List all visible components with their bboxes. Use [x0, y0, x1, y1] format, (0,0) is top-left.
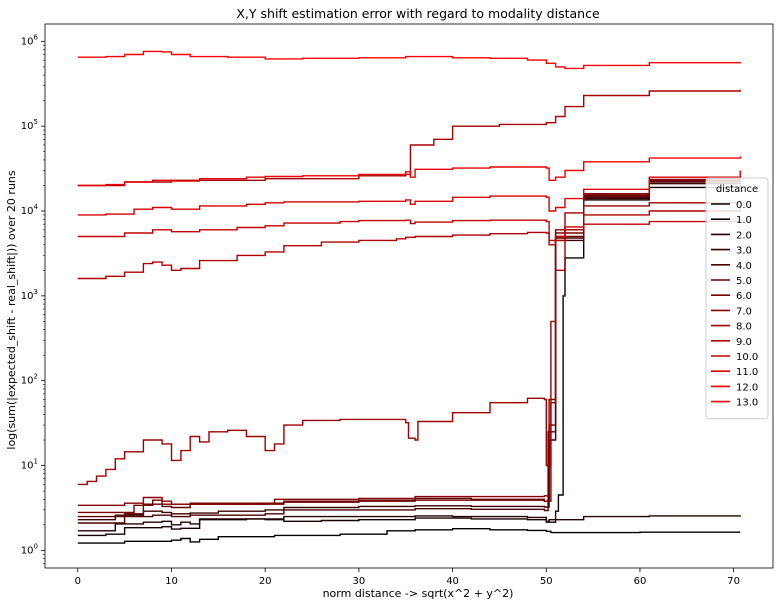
x-tick-label: 20	[259, 576, 272, 587]
legend-label: 8.0	[736, 322, 752, 333]
y-tick-label: 100	[21, 542, 38, 556]
legend-label: 1.0	[736, 215, 752, 226]
series-line-2.0	[77, 515, 741, 532]
x-tick-label: 10	[165, 576, 178, 587]
x-axis-label: norm distance -> sqrt(x^2 + y^2)	[323, 587, 514, 600]
legend-label: 12.0	[736, 382, 758, 393]
legend-title: distance	[716, 184, 758, 195]
y-tick-label: 103	[21, 288, 38, 302]
series-line-1.0	[77, 180, 741, 537]
series-line-8.0	[77, 201, 741, 486]
legend-box	[705, 177, 769, 420]
legend-label: 10.0	[736, 352, 758, 363]
legend: distance 0.0 1.0 2.0 3.0 4.0 5.0 6.0 7.0 8.0 9.0 10…	[705, 177, 769, 420]
y-axis-label: log(sum(|expected_shift - real_shift|)) …	[5, 170, 18, 450]
chart-title: X,Y shift estimation error with regard t…	[236, 6, 600, 21]
x-tick-label: 50	[540, 576, 553, 587]
series-line-3.0	[77, 178, 741, 521]
series-line-11.0	[77, 170, 741, 216]
legend-label: 11.0	[736, 367, 758, 378]
legend-label: 3.0	[736, 246, 752, 257]
series-line-9.0	[77, 207, 741, 280]
legend-label: 2.0	[736, 230, 752, 241]
legend-label: 6.0	[736, 291, 752, 302]
series-line-10.0	[77, 219, 741, 242]
x-tick-label: 60	[634, 576, 647, 587]
y-tick-label: 102	[21, 373, 38, 387]
series-line-12.0	[77, 156, 741, 187]
series-line-13.0	[77, 50, 741, 70]
plot-area	[44, 23, 774, 569]
series-line-0.0	[77, 528, 741, 544]
x-tick-label: 0	[75, 576, 81, 587]
y-tick-label: 105	[21, 118, 38, 132]
series-line-6.0	[77, 176, 741, 514]
x-tick-label: 40	[446, 576, 459, 587]
legend-label: 4.0	[736, 261, 752, 272]
legend-label: 5.0	[736, 276, 752, 287]
legend-label: 9.0	[736, 337, 752, 348]
plot-frame	[44, 23, 774, 569]
y-axis: 100 101 102 103 104 105 106	[21, 33, 45, 564]
y-tick-label: 101	[21, 458, 38, 472]
legend-label: 7.0	[736, 306, 752, 317]
x-tick-label: 70	[727, 576, 740, 587]
series-line-5.0	[77, 177, 741, 518]
x-tick-label: 30	[353, 576, 366, 587]
series-line-7.0	[77, 175, 741, 506]
x-axis: 0 10 20 30 40 50 60 70	[75, 568, 740, 587]
y-tick-label: 106	[21, 33, 39, 47]
series-line-overlay-0	[77, 89, 741, 187]
legend-label: 13.0	[736, 398, 758, 409]
y-tick-label: 104	[21, 203, 39, 217]
legend-label: 0.0	[736, 200, 752, 211]
series-line-4.0	[77, 178, 741, 524]
